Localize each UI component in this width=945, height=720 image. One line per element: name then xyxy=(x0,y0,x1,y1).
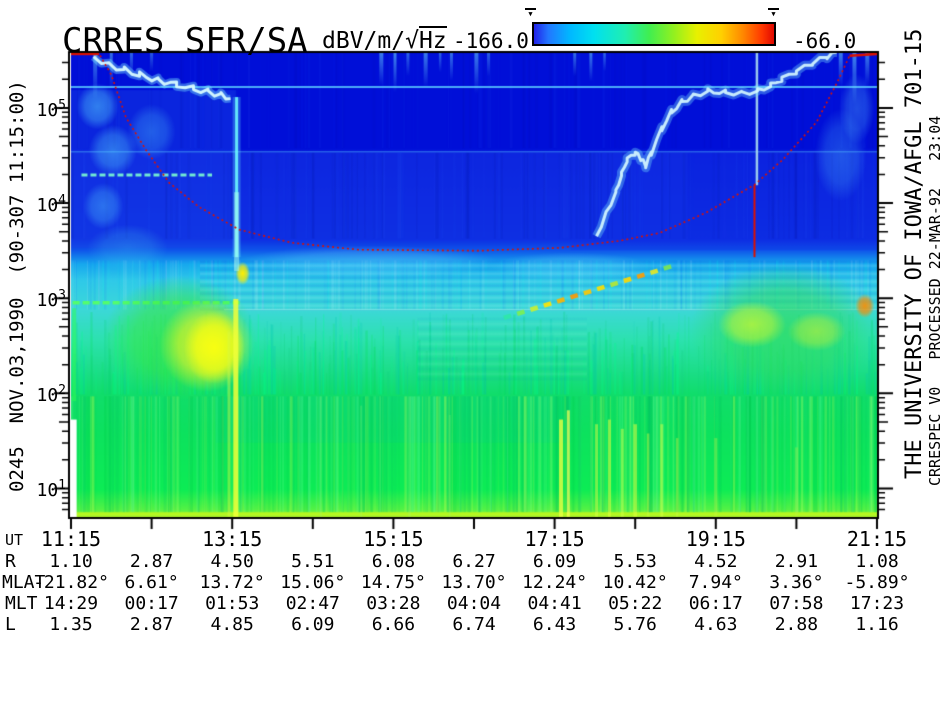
plot-title: CRRES SFR/SA xyxy=(62,21,308,61)
ephemeris-value: 4.50 xyxy=(210,551,254,572)
ephemeris-value: 6.09 xyxy=(532,551,577,572)
ephemeris-value: 6.08 xyxy=(371,551,416,572)
units-hz: Hz xyxy=(418,26,447,54)
ephemeris-value: 4.63 xyxy=(694,614,738,635)
ephemeris-row-label: L xyxy=(5,614,16,635)
ephemeris-value: 1.35 xyxy=(49,614,93,635)
ut-tick-label: 19:15 xyxy=(685,527,746,551)
ephemeris-value: 07:58 xyxy=(769,593,824,614)
colorbar-marker-left-icon: ▼ xyxy=(525,8,536,18)
ephemeris-value: 03:28 xyxy=(366,593,421,614)
ephemeris-row-label: MLAT xyxy=(2,572,46,593)
ephemeris-row-label: UT xyxy=(5,531,24,549)
ut-tick-label: 17:15 xyxy=(524,527,585,551)
ephemeris-value: 6.09 xyxy=(291,614,335,635)
ephemeris-value: 6.43 xyxy=(532,614,577,635)
ephemeris-row-label: R xyxy=(5,551,16,572)
colorbar-max-label: -66.0 xyxy=(793,29,857,53)
ephemeris-value: 15.06° xyxy=(280,572,346,593)
ephemeris-value: -5.89° xyxy=(844,572,910,593)
ut-tick-label: 11:15 xyxy=(40,527,102,551)
ephemeris-value: 5.51 xyxy=(291,551,335,572)
y-axis-annotation: 0245 NOV.03,1990 (90-307 11:15:00) xyxy=(6,80,28,492)
ephemeris-value: 5.53 xyxy=(613,551,657,572)
ephemeris-value: 6.74 xyxy=(452,614,496,635)
ephemeris-value: 1.16 xyxy=(855,614,899,635)
units-prefix: dBV/m/ xyxy=(322,28,406,54)
ephemeris-value: 4.85 xyxy=(210,614,254,635)
ephemeris-value: 4.52 xyxy=(694,551,738,572)
colorbar-min-label: -166.0 xyxy=(453,29,529,53)
right-annotation-institution: THE UNIVERSITY OF IOWA/AFGL 701-15 xyxy=(902,28,927,479)
ephemeris-value: 01:53 xyxy=(205,593,260,614)
ephemeris-value: 06:17 xyxy=(688,593,743,614)
y-tick-label: 102 xyxy=(36,383,66,407)
y-tick-label: 104 xyxy=(36,193,66,217)
ephemeris-value: 02:47 xyxy=(285,593,340,614)
ephemeris-value: 13.70° xyxy=(441,572,507,593)
ephemeris-value: 7.94° xyxy=(688,572,743,593)
ephemeris-value: 1.10 xyxy=(49,551,93,572)
ephemeris-value: 05:22 xyxy=(608,593,663,614)
y-tick-label: 105 xyxy=(36,97,66,121)
colorbar-marker-right-icon: ▼ xyxy=(768,8,779,18)
ephemeris-value: 6.27 xyxy=(452,551,496,572)
ephemeris-value: 1.08 xyxy=(855,551,899,572)
ephemeris-value: 3.36° xyxy=(769,572,824,593)
right-annotation-processing: CRRESPEC V0 PROCESSED 22-MAR-92 23:04 xyxy=(926,115,944,486)
y-tick-label: 103 xyxy=(36,288,66,312)
ephemeris-value: 17:23 xyxy=(849,593,905,614)
ephemeris-value: 6.66 xyxy=(371,614,416,635)
ephemeris-value: -21.82° xyxy=(33,572,109,593)
ephemeris-value: 6.61° xyxy=(124,572,179,593)
ephemeris-value: 14:29 xyxy=(43,593,99,614)
sqrt-icon: √ xyxy=(405,28,419,54)
ephemeris-value: 5.76 xyxy=(613,614,657,635)
ut-tick-label: 15:15 xyxy=(363,527,424,551)
ephemeris-value: 13.72° xyxy=(199,572,265,593)
colorbar xyxy=(532,22,776,46)
ephemeris-value: 14.75° xyxy=(360,572,426,593)
ephemeris-value: 04:41 xyxy=(527,593,582,614)
ephemeris-value: 2.91 xyxy=(774,551,819,572)
ephemeris-value: 10.42° xyxy=(602,572,668,593)
y-tick-label: 101 xyxy=(36,478,66,502)
ephemeris-value: 2.88 xyxy=(774,614,819,635)
ephemeris-row-label: MLT xyxy=(5,593,38,614)
ephemeris-value: 2.87 xyxy=(129,614,174,635)
ephemeris-value: 04:04 xyxy=(446,593,502,614)
ephemeris-value: 2.87 xyxy=(129,551,174,572)
ut-tick-label: 13:15 xyxy=(202,527,263,551)
ephemeris-value: 00:17 xyxy=(124,593,179,614)
ut-tick-label: 21:15 xyxy=(846,527,908,551)
ephemeris-value: 12.24° xyxy=(522,572,588,593)
colorbar-units-label: dBV/m/√Hz xyxy=(322,26,447,54)
